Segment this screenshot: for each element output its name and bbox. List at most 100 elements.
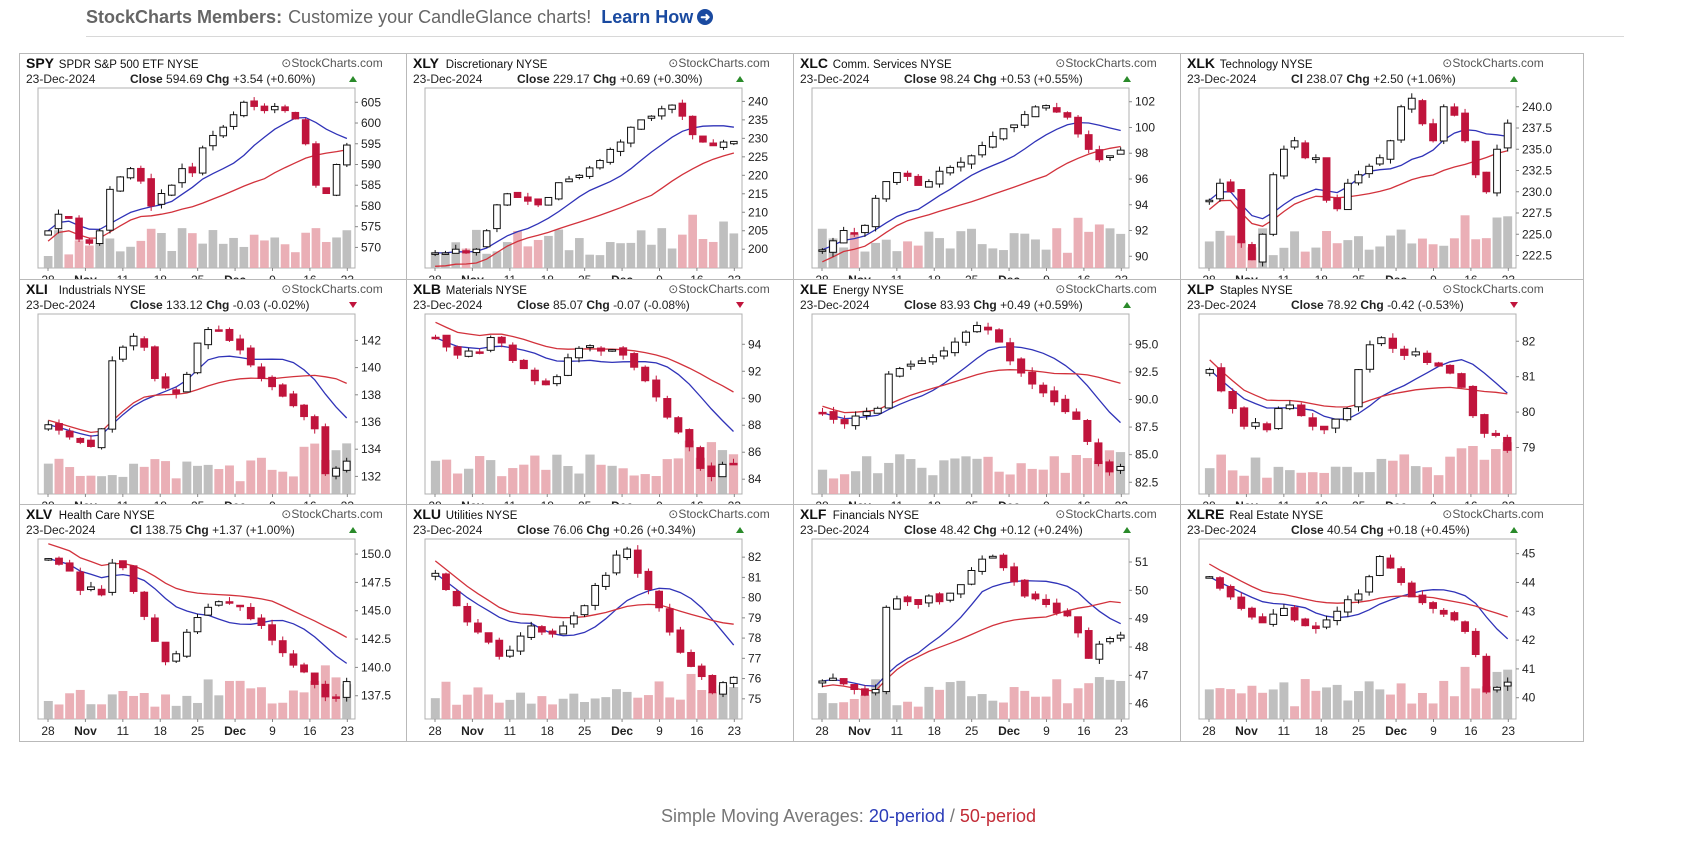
candle <box>140 590 149 621</box>
watermark: ⊙StockCharts.com <box>281 282 382 296</box>
candle <box>108 558 117 596</box>
volume-bar <box>1307 472 1318 494</box>
candle <box>1503 119 1512 152</box>
triangle-up-icon <box>1510 76 1518 82</box>
candle <box>697 663 706 680</box>
candle <box>1418 590 1427 605</box>
volume-bar <box>516 692 526 719</box>
volume-bar <box>1481 686 1491 719</box>
y-tick-label: 92 <box>748 364 762 378</box>
volume-bar <box>97 476 107 494</box>
volume-bar <box>1385 235 1395 268</box>
candle <box>484 632 493 645</box>
chart-xle[interactable]: XLE Energy NYSE ⊙StockCharts.com 23-Dec-202… <box>793 279 1197 517</box>
volume-bar <box>924 231 934 268</box>
volume-bar <box>1052 228 1062 268</box>
chart-xlb[interactable]: XLB Materials NYSE ⊙StockCharts.com 23-Dec-… <box>406 279 810 517</box>
candle <box>688 115 697 140</box>
volume-bar <box>1290 231 1300 268</box>
candle <box>193 342 202 375</box>
y-tick-label: 81 <box>748 570 762 584</box>
volume-bar <box>299 446 309 494</box>
candle <box>882 605 891 695</box>
y-tick-label: 82.5 <box>1135 475 1159 489</box>
chart-xlc[interactable]: XLC Comm. Services NYSE ⊙StockCharts.com 23… <box>793 53 1197 291</box>
candle <box>150 614 159 642</box>
volume-bar <box>86 704 96 719</box>
volume-bar <box>860 251 870 268</box>
volume-bar <box>1062 703 1072 719</box>
volume-bar <box>1399 454 1410 494</box>
volume-bar <box>881 691 891 719</box>
candle <box>246 603 255 621</box>
candle <box>1397 104 1406 143</box>
chart-xlf[interactable]: XLF Financials NYSE ⊙StockCharts.com 23-Dec… <box>793 504 1197 742</box>
volume-bar <box>182 695 192 719</box>
volume-bar <box>321 241 331 268</box>
volume-bar <box>441 459 452 494</box>
candle <box>1503 677 1512 691</box>
candle <box>493 203 501 233</box>
volume-bar <box>1038 469 1048 494</box>
x-tick-label: 28 <box>815 724 829 738</box>
candle <box>1482 171 1491 194</box>
volume-bar <box>698 239 708 268</box>
x-tick-label: 28 <box>428 724 442 738</box>
candle <box>608 349 617 352</box>
volume-bar <box>1247 685 1257 719</box>
chart-svg: XLB Materials NYSE ⊙StockCharts.com 23-Dec-… <box>413 281 770 513</box>
close-value: Close 78.92 Chg -0.42 (-0.53%) <box>1291 298 1464 312</box>
volume-bar <box>939 460 949 494</box>
chart-xlu[interactable]: XLU Utilities NYSE ⊙StockCharts.com 23-Dec-… <box>406 504 810 742</box>
learn-how-link[interactable]: Learn How ➜ <box>601 7 714 28</box>
volume-bar <box>544 235 553 268</box>
candle <box>85 237 94 246</box>
x-tick-label: 9 <box>1043 724 1050 738</box>
candle <box>495 637 504 660</box>
candle <box>1251 418 1260 430</box>
ticker-symbol: XLF <box>800 506 827 522</box>
y-tick-label: 240 <box>748 94 768 108</box>
candle <box>606 147 615 165</box>
volume-bar <box>849 698 859 719</box>
volume-bar <box>1311 690 1321 719</box>
candle <box>204 326 213 350</box>
volume-bar <box>1009 233 1019 268</box>
volume-bar <box>229 237 238 268</box>
volume-bar <box>673 458 683 494</box>
volume-bar <box>839 702 849 719</box>
candle <box>559 621 568 635</box>
candle <box>301 118 310 146</box>
close-value: Cl 138.75 Chg +1.37 (+1.00%) <box>130 523 295 537</box>
candle <box>1493 686 1501 693</box>
chart-xli[interactable]: XLI Industrials NYSE ⊙StockCharts.com 23-De… <box>19 279 423 517</box>
candle <box>924 179 933 188</box>
chart-xlk[interactable]: XLK Technology NYSE ⊙StockCharts.com 23-Dec… <box>1180 53 1584 291</box>
sma-20-line <box>435 125 734 254</box>
chart-xlre[interactable]: XLRE Real Estate NYSE ⊙StockCharts.com 23-D… <box>1180 504 1584 742</box>
candle <box>1320 425 1329 435</box>
close-value: Close 229.17 Chg +0.69 (+0.30%) <box>517 72 702 86</box>
triangle-down-icon <box>1510 302 1518 308</box>
chart-xlp[interactable]: XLP Staples NYSE ⊙StockCharts.com 23-Dec-20… <box>1180 279 1584 517</box>
y-tick-label: 41 <box>1522 662 1536 676</box>
x-tick-label: 11 <box>891 724 904 738</box>
volume-bar <box>171 478 181 494</box>
candle <box>1322 157 1331 203</box>
x-tick-label: 16 <box>1077 724 1091 738</box>
volume-bar <box>1332 684 1342 719</box>
volume-bar <box>530 455 540 494</box>
quote-date: 23-Dec-2024 <box>413 298 483 312</box>
volume-bar <box>913 706 923 719</box>
x-tick-label: 18 <box>541 724 555 738</box>
chart-xlv[interactable]: XLV Health Care NYSE ⊙StockCharts.com 23-De… <box>19 504 423 742</box>
chart-xly[interactable]: XLY Discretionary NYSE ⊙StockCharts.com 23-… <box>406 53 810 291</box>
triangle-up-icon <box>1123 302 1131 308</box>
x-tick-label: 23 <box>1502 724 1516 738</box>
volume-bar <box>299 692 309 719</box>
candle <box>527 621 536 641</box>
y-tick-label: 595 <box>361 137 381 151</box>
y-tick-label: 150.0 <box>361 547 391 561</box>
candle <box>1084 130 1093 154</box>
chart-spy[interactable]: SPY SPDR S&P 500 ETF NYSE ⊙StockCharts.com… <box>19 53 423 291</box>
